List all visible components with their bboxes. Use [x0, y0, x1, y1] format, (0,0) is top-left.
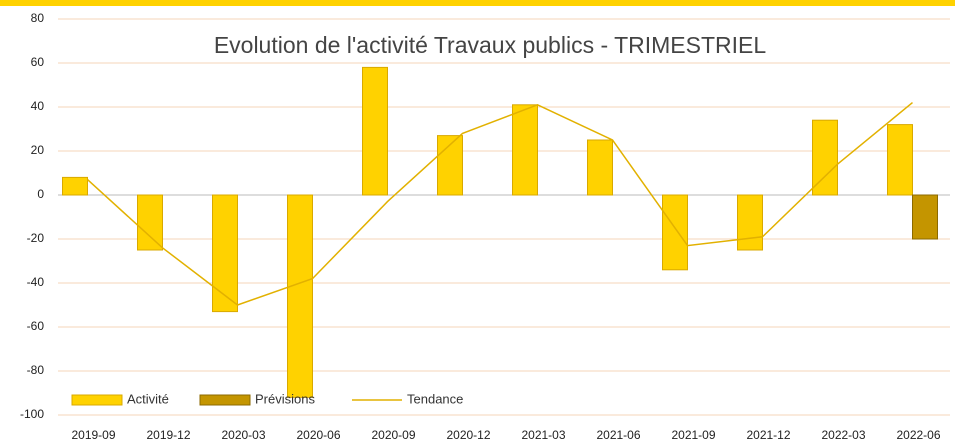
y-tick-label: -100: [20, 407, 44, 421]
bar: [587, 139, 613, 196]
x-tick-label: 2020-03: [221, 428, 265, 442]
top-band: [0, 0, 955, 6]
x-tick-label: 2021-03: [521, 428, 565, 442]
y-tick-label: 40: [31, 99, 45, 113]
bar: [287, 194, 313, 398]
x-tick-label: 2019-12: [146, 428, 190, 442]
bar: [62, 176, 88, 196]
x-tick-label: 2020-09: [371, 428, 415, 442]
legend-label: Activité: [127, 391, 169, 406]
bar: [212, 194, 238, 313]
y-tick-label: -80: [27, 363, 45, 377]
x-tick-label: 2019-09: [71, 428, 115, 442]
bar: [137, 194, 163, 251]
y-tick-label: 20: [31, 143, 45, 157]
y-tick-label: -60: [27, 319, 45, 333]
legend-label: Tendance: [407, 391, 463, 406]
x-tick-label: 2021-09: [671, 428, 715, 442]
bar: [887, 124, 913, 196]
x-tick-label: 2021-06: [596, 428, 640, 442]
y-tick-label: 0: [37, 187, 44, 201]
bar: [662, 194, 688, 271]
bar: [512, 104, 538, 196]
trend-line: [86, 102, 913, 306]
bar: [362, 66, 388, 196]
chart-title: Evolution de l'activité Travaux publics …: [214, 32, 767, 58]
bar: [737, 194, 763, 251]
legend-label: Prévisions: [255, 391, 315, 406]
y-tick-label: 60: [31, 55, 45, 69]
bar: [912, 194, 938, 240]
legend-swatch: [199, 394, 251, 406]
x-tick-label: 2020-12: [446, 428, 490, 442]
x-tick-label: 2022-06: [896, 428, 940, 442]
y-tick-label: -40: [27, 275, 45, 289]
legend-swatch: [71, 394, 123, 406]
y-tick-label: -20: [27, 231, 45, 245]
x-tick-label: 2021-12: [746, 428, 790, 442]
x-tick-label: 2022-03: [821, 428, 865, 442]
bar: [812, 119, 838, 196]
x-tick-label: 2020-06: [296, 428, 340, 442]
y-tick-label: 80: [31, 11, 45, 25]
